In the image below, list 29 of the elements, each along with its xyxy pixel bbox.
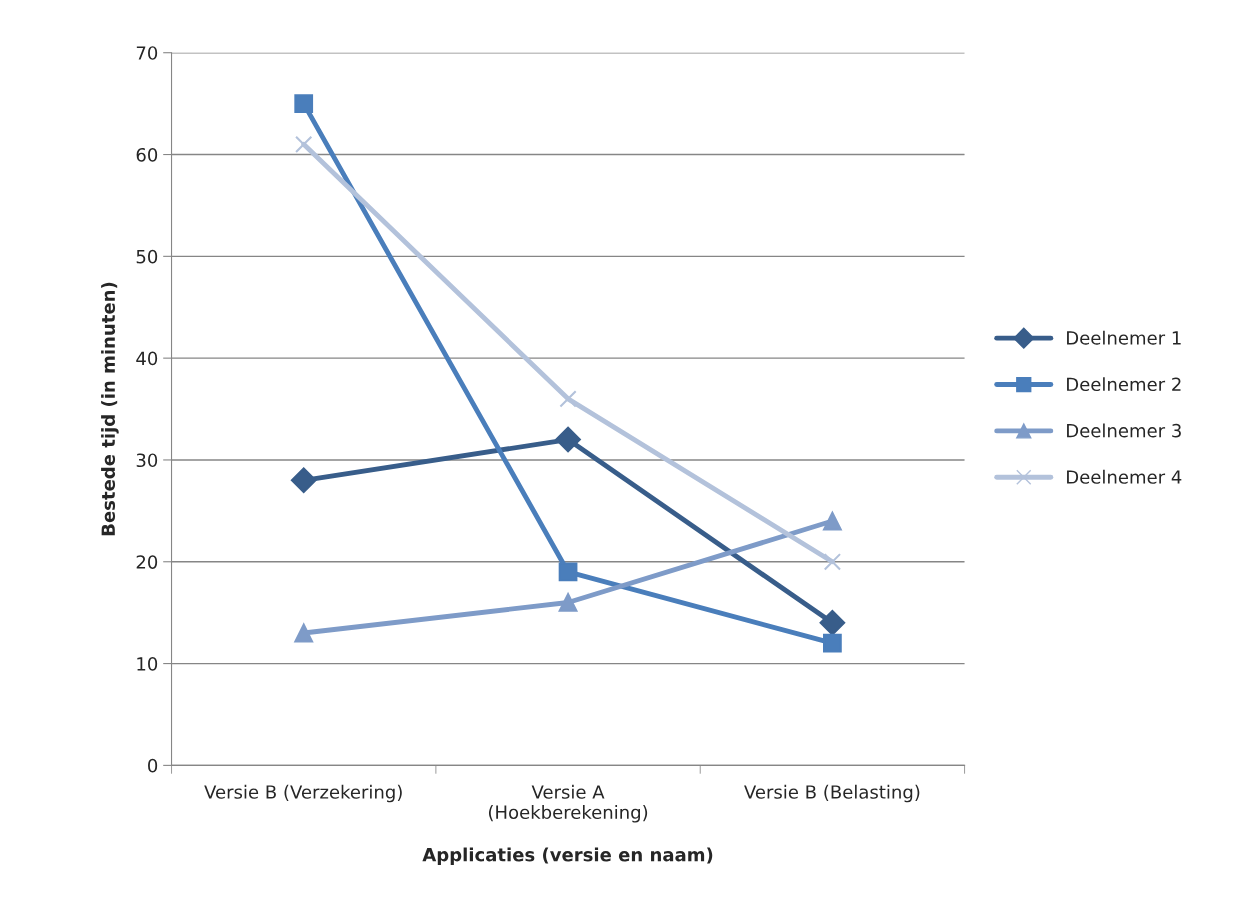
y-tick-label: 0: [148, 758, 158, 773]
legend-label: Deelnemer 4: [1067, 469, 1182, 484]
point: [558, 593, 578, 612]
x-tick-label: Versie B (Belasting): [744, 784, 920, 803]
legend-label: Deelnemer 1: [1067, 330, 1181, 345]
x-tick-label: Versie B (Verzekering): [204, 784, 402, 803]
point: [823, 633, 842, 653]
point: [294, 94, 314, 113]
point: [295, 135, 313, 154]
y-tick-label: 50: [136, 249, 158, 264]
y-tick-label: 10: [137, 657, 158, 671]
point: [294, 623, 314, 643]
y-tick-label: 70: [136, 46, 158, 60]
y-tick-label: 60: [136, 147, 158, 162]
y-tick-label: 40: [136, 351, 158, 366]
x-tick-label: Versie A (Hoekberekening): [488, 784, 648, 823]
y-axis-title: Bestede tijd (in minuten): [101, 282, 119, 536]
point: [555, 426, 581, 453]
x-axis-title: Applicaties (versie en naam): [422, 847, 713, 865]
point: [559, 390, 577, 408]
point: [290, 467, 317, 494]
y-tick-label: 20: [136, 555, 158, 569]
point: [823, 511, 842, 531]
legend-label: Deelnemer 2: [1067, 377, 1181, 392]
y-tick-label: 30: [136, 453, 158, 468]
point: [819, 610, 846, 636]
point: [823, 553, 842, 571]
point: [558, 562, 578, 582]
legend-label: Deelnemer 3: [1067, 423, 1181, 438]
